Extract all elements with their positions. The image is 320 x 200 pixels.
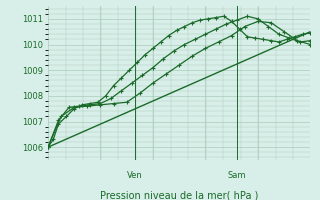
Text: Pression niveau de la mer( hPa ): Pression niveau de la mer( hPa ) [100, 191, 258, 200]
Text: Sam: Sam [228, 171, 246, 180]
Text: Ven: Ven [127, 171, 142, 180]
